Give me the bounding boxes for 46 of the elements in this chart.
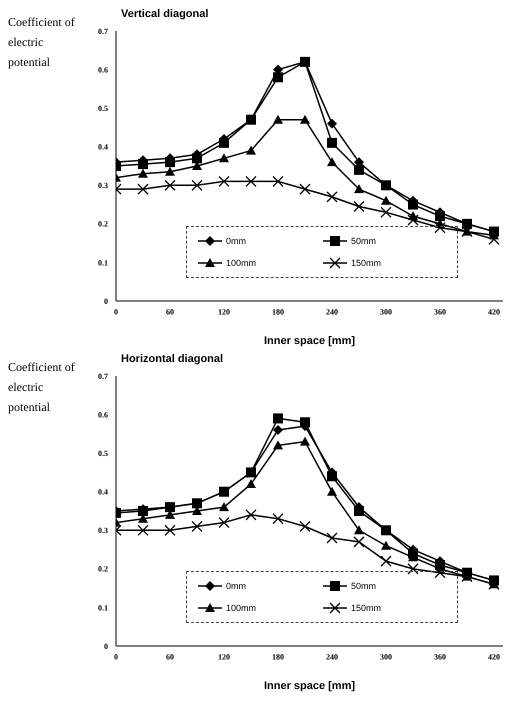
y-tick-label: 0.3 [98,181,108,190]
legend-label: 150mm [351,603,382,613]
y-axis-title: Coefficient of electric potential [8,359,76,416]
x-tick-label: 60 [166,308,174,317]
legend-label: 0mm [226,236,246,246]
y-tick-label: 0.2 [98,220,108,229]
y-tick-label: 0.6 [98,65,108,74]
x-tick-label: 0 [114,308,118,317]
x-tick-label: 120 [218,308,230,317]
x-tick-label: 180 [272,652,284,662]
y-tick-label: 0.5 [98,104,108,113]
chart-title: Vertical diagonal [120,8,210,22]
legend-label: 100mm [226,603,256,613]
x-tick-label: 420 [488,652,500,662]
x-tick-label: 240 [326,652,338,662]
y-tick-label: 0.4 [98,142,108,152]
x-tick-label: 300 [380,652,392,662]
y-tick-label: 0.5 [98,448,108,458]
x-tick-label: 120 [218,652,230,662]
y-tick-label: 0 [104,642,108,651]
x-tick-label: 360 [434,652,446,662]
x-axis-title: Inner space [mm] [264,680,356,692]
legend-label: 50mm [351,581,376,591]
y-axis-title: Coefficient of electric potential [8,14,76,71]
legend-label: 0mm [226,581,246,591]
y-tick-label: 0.4 [98,488,108,497]
chart-title: Horizontal diagonal [120,353,224,367]
legend-label: 150mm [351,258,382,268]
y-tick-label: 0.2 [98,564,108,574]
x-tick-label: 60 [166,652,174,662]
x-tick-label: 420 [488,308,500,317]
legend-label: 50mm [351,236,376,246]
y-tick-label: 0.3 [98,526,108,536]
x-tick-label: 180 [272,308,284,317]
y-tick-label: 0 [104,296,108,306]
x-tick-label: 300 [380,308,392,317]
y-tick-label: 0.6 [98,410,108,420]
x-tick-label: 0 [114,652,118,662]
legend-label: 100mm [226,258,256,268]
x-tick-label: 360 [434,308,446,317]
x-tick-label: 240 [326,308,338,317]
y-tick-label: 0.7 [98,372,108,381]
x-axis-title: Inner space [mm] [264,335,356,347]
y-tick-label: 0.7 [98,26,108,36]
y-tick-label: 0.1 [98,603,108,612]
y-tick-label: 0.1 [98,258,108,268]
